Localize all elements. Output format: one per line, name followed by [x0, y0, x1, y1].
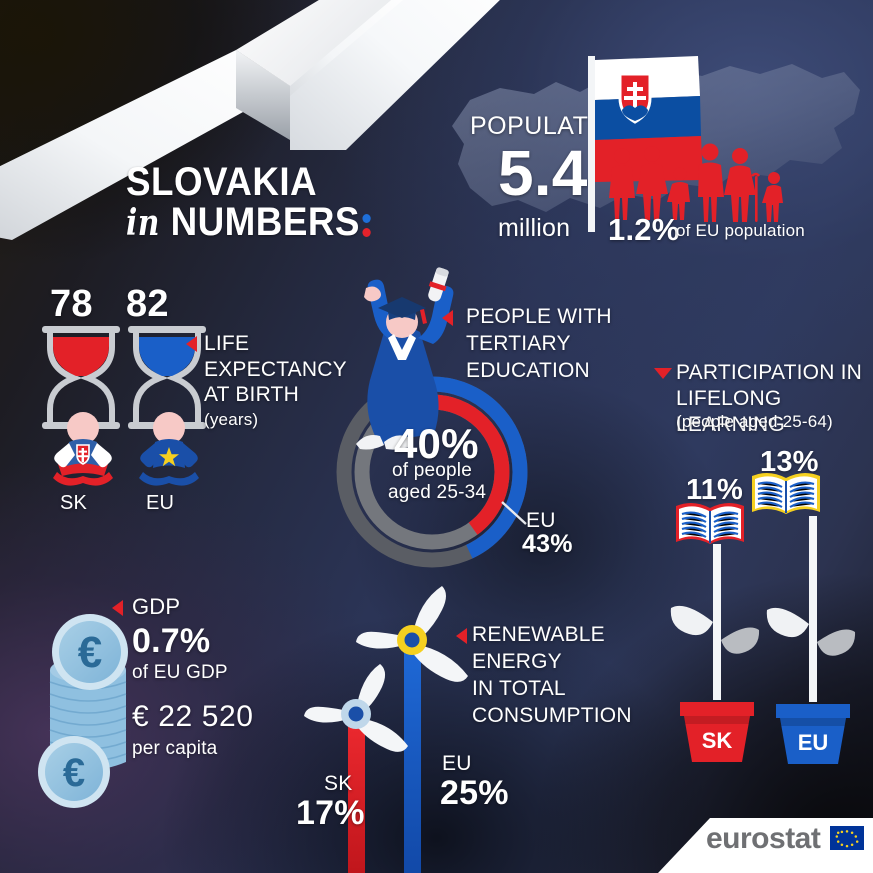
plant-label-eu: EU	[798, 730, 829, 755]
triangle-left-icon-life	[186, 336, 197, 352]
gdp-share: 0.7%	[132, 622, 211, 660]
wind-turbine-icon-eu	[352, 580, 542, 873]
tertiary-eu-label: EU	[526, 509, 556, 532]
life-expectancy-title: LIFE EXPECTANCY AT BIRTH (years)	[204, 331, 347, 431]
eu-flag-icon	[830, 826, 864, 850]
tertiary-center-note-1: of people	[392, 460, 472, 481]
renewable-title-line3: IN TOTAL	[472, 676, 566, 700]
gdp-label: GDP	[132, 594, 181, 619]
euro-symbol-top: €	[78, 628, 102, 677]
life-expectancy-label-eu: EU	[146, 492, 175, 514]
life-expectancy-label-sk: SK	[60, 492, 88, 514]
open-book-icon-sk	[676, 500, 744, 548]
tertiary-education-title: PEOPLE WITH TERTIARY EDUCATION	[466, 304, 612, 385]
gdp-per-capita: € 22 520	[132, 700, 254, 733]
page-title-line1: SLOVAKIA	[126, 160, 318, 204]
life-expectancy-title-line1: LIFE	[204, 332, 250, 355]
footer-banner	[640, 806, 873, 873]
renewable-energy-title: RENEWABLE ENERGY IN TOTAL CONSUMPTION	[472, 622, 632, 730]
tertiary-title-line3: EDUCATION	[466, 358, 590, 382]
graduate-icon	[338, 267, 468, 486]
lifelong-learning-title: PARTICIPATION IN LIFELONG LEARNING	[676, 360, 873, 438]
family-people-icon	[608, 143, 798, 222]
tertiary-center-note-2: aged 25-34	[388, 482, 487, 503]
lifelong-title-line1: PARTICIPATION IN	[676, 361, 862, 384]
triangle-down-icon-lifelong	[654, 368, 672, 379]
life-expectancy-title-line2: EXPECTANCY	[204, 357, 347, 381]
lifelong-value-sk: 11%	[686, 474, 744, 506]
renewable-title-line1: RENEWABLE	[472, 623, 605, 646]
euro-coins-icon: € €	[34, 612, 164, 812]
baby-figure-sk	[38, 412, 128, 494]
gdp-share-note: of EU GDP	[132, 662, 228, 683]
renewable-label-eu: EU	[442, 752, 472, 775]
title-numbers-word: NUMBERS	[170, 200, 360, 244]
life-expectancy-value-eu: 82	[126, 283, 169, 325]
tertiary-title-line1: PEOPLE WITH	[466, 305, 612, 328]
plant-eu: EU	[756, 516, 866, 766]
triangle-left-icon-renewable	[456, 628, 467, 644]
tertiary-eu-value: 43%	[522, 530, 573, 558]
title-in-word: in	[126, 202, 160, 244]
tertiary-title-line2: TERTIARY	[466, 331, 571, 355]
wind-turbine-icon-sk	[286, 660, 476, 873]
page-title-line2: in NUMBERS	[126, 200, 373, 245]
eurostat-logo-text: eurostat	[706, 822, 821, 855]
population-eu-share-note: of EU population	[676, 221, 805, 240]
renewable-label-sk: SK	[324, 772, 353, 795]
renewable-title-line2: ENERGY	[472, 649, 562, 673]
life-expectancy-value-sk: 78	[50, 283, 93, 325]
population-value: 5.4	[498, 137, 588, 209]
renewable-value-eu: 25%	[440, 774, 509, 812]
renewable-value-sk: 17%	[296, 794, 365, 832]
tertiary-center-value: 40%	[394, 420, 479, 467]
triangle-left-icon-tertiary	[442, 310, 453, 326]
euro-symbol-front: €	[63, 751, 85, 795]
tertiary-eu-leader-line	[500, 500, 540, 530]
open-book-icon-eu	[752, 470, 820, 518]
baby-figure-eu	[124, 412, 214, 494]
triangle-left-icon-gdp	[112, 600, 123, 616]
life-expectancy-unit-note: (years)	[204, 409, 259, 429]
gdp-per-capita-note: per capita	[132, 738, 218, 759]
population-unit: million	[498, 214, 571, 242]
lifelong-value-eu: 13%	[760, 446, 819, 478]
plant-label-sk: SK	[702, 728, 733, 753]
hourglass-icon-sk	[36, 326, 126, 436]
plant-sk: SK	[660, 544, 770, 764]
lifelong-title-line2: LIFELONG LEARNING	[676, 387, 785, 437]
life-expectancy-title-line3: AT BIRTH	[204, 383, 299, 407]
header-ribbon-upper	[290, 0, 520, 190]
lifelong-learning-note: (people aged 25-64)	[676, 412, 833, 431]
population-eu-share: 1.2%	[608, 212, 680, 247]
renewable-title-line4: CONSUMPTION	[472, 703, 632, 727]
